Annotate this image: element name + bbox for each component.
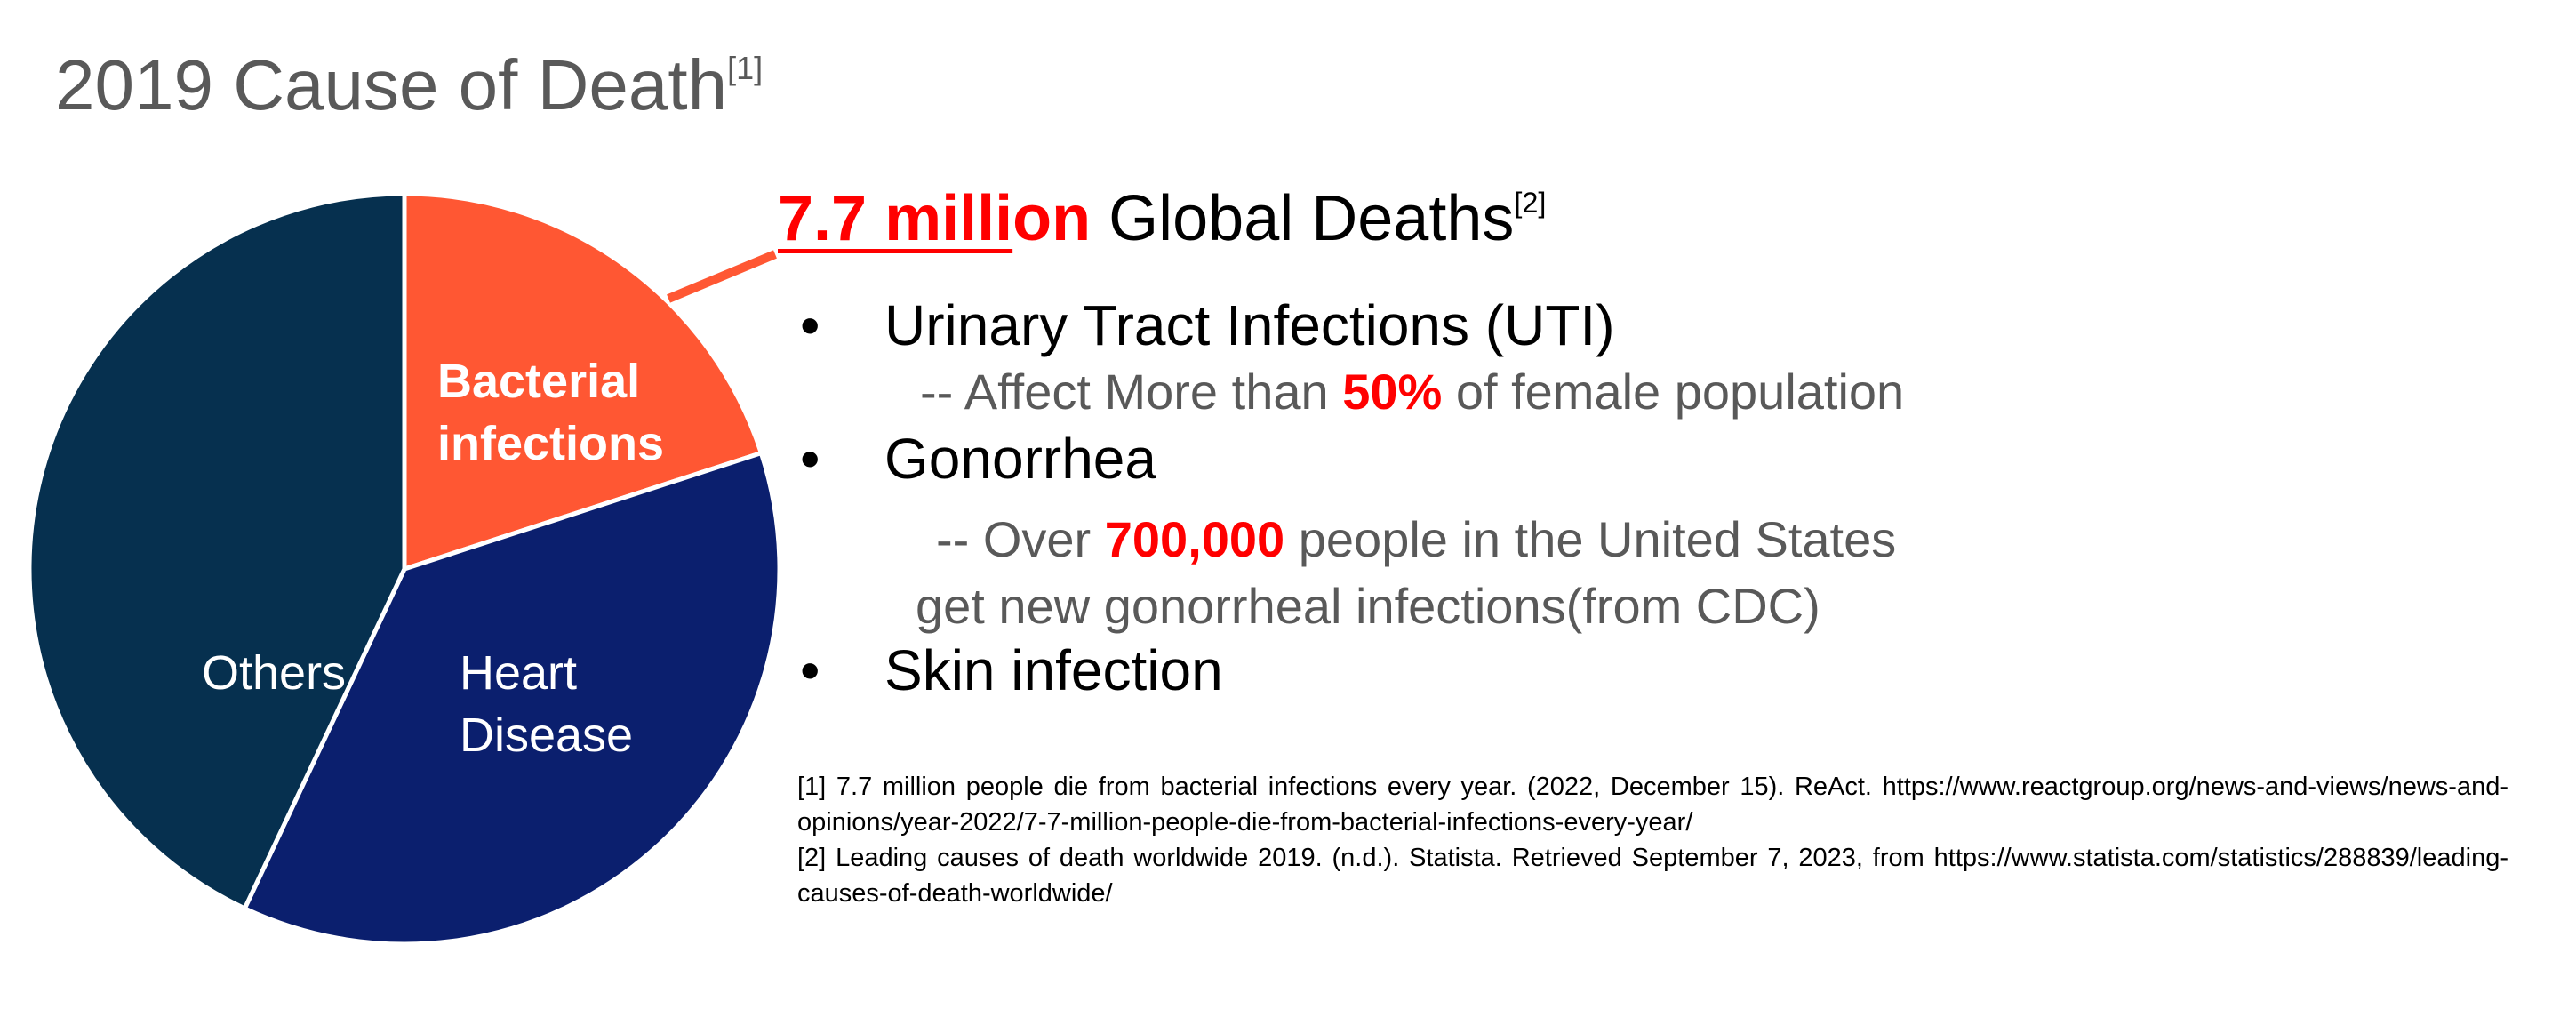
- bullet-glyph: •: [800, 293, 820, 357]
- headline-ref: [2]: [1514, 187, 1547, 220]
- bullet-gonorrhea: Gonorrhea: [884, 427, 1156, 491]
- uti-detail-highlight: 50%: [1342, 364, 1443, 420]
- uti-detail-pre: -- Affect More than: [920, 364, 1343, 420]
- reference-1: [1] 7.7 million people die from bacteria…: [797, 773, 2508, 837]
- gonorrhea-detail-post: people in the United States: [1284, 511, 1897, 567]
- uti-detail-post: of female population: [1442, 364, 1905, 420]
- slide-title: 2019 Cause of Death[1]: [55, 44, 763, 126]
- callout-line: [667, 250, 777, 303]
- pie-slice-heart-disease: [241, 450, 782, 947]
- pie-slices: [27, 191, 782, 947]
- gonorrhea-detail-highlight: 700,000: [1104, 511, 1285, 567]
- gonorrhea-detail: -- Over 700,000 people in the United Sta…: [936, 511, 1896, 568]
- gonorrhea-detail-line2: get new gonorrheal infections(from CDC): [916, 578, 1820, 634]
- bullet-skin-infection: Skin infection: [884, 638, 1223, 702]
- gonorrhea-detail-pre: -- Over: [936, 511, 1105, 567]
- uti-detail: -- Affect More than 50% of female popula…: [920, 364, 1904, 420]
- reference-2: [2] Leading causes of death worldwide 20…: [797, 844, 2508, 908]
- global-deaths-headline: 7.7 million Global Deaths[2]: [778, 182, 1546, 256]
- references: [1] 7.7 million people die from bacteria…: [797, 769, 2508, 911]
- pie-slice-others: [27, 191, 407, 912]
- slide-title-ref: [1]: [727, 49, 764, 86]
- pie-label-bacterial-infections: Bacterial infections: [437, 355, 664, 470]
- slide-title-text: 2019 Cause of Death: [55, 45, 728, 124]
- deaths-count-underlined: 7.7 milli: [778, 183, 1013, 254]
- bullet-uti: Urinary Tract Infections (UTI): [884, 293, 1615, 357]
- deaths-count-tail: on: [1012, 183, 1092, 254]
- pie-label-others: Others: [202, 646, 346, 700]
- pie-slice-bacterial-infections: [402, 191, 764, 573]
- pie-labels: Bacterial infections Heart Disease Others: [202, 355, 664, 762]
- deaths-label: Global Deaths: [1091, 183, 1515, 254]
- pie-label-heart-disease: Heart Disease: [460, 646, 633, 762]
- bullet-glyph: •: [800, 638, 820, 702]
- bullet-glyph: •: [800, 427, 820, 491]
